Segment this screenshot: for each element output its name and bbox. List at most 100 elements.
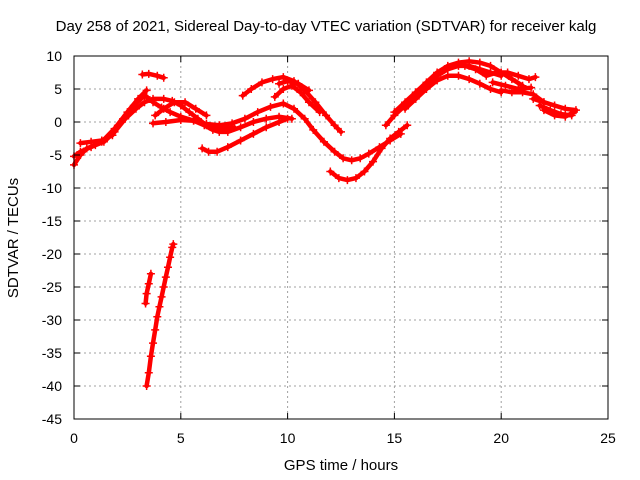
- data-point: [228, 119, 237, 128]
- data-point: [142, 289, 151, 298]
- data-point: [326, 167, 335, 176]
- series-arc-21: [539, 106, 578, 121]
- data-point: [386, 134, 395, 143]
- data-point: [294, 79, 303, 88]
- data-point: [240, 114, 249, 123]
- plot-frame: [73, 55, 609, 420]
- data-point: [296, 88, 305, 97]
- y-tick-label: -10: [42, 180, 62, 196]
- data-point: [475, 58, 484, 67]
- data-point: [262, 114, 271, 123]
- data-point: [146, 352, 155, 361]
- data-point: [356, 154, 365, 163]
- series-trace: [71, 88, 149, 159]
- data-point: [309, 125, 318, 134]
- series-arc-18: [497, 86, 548, 107]
- data-point: [518, 88, 527, 97]
- data-point: [142, 92, 151, 101]
- y-tick-label: -5: [50, 147, 63, 163]
- data-point: [411, 94, 420, 103]
- data-point: [129, 101, 138, 110]
- data-point: [454, 58, 463, 67]
- data-point: [97, 136, 106, 145]
- x-axis-label: GPS time / hours: [284, 457, 398, 474]
- series-arc-6: [151, 98, 211, 120]
- data-point: [270, 92, 279, 101]
- data-point: [236, 123, 245, 132]
- data-point: [208, 125, 217, 134]
- series-trace: [272, 83, 322, 115]
- data-point: [200, 121, 209, 130]
- data-point: [153, 312, 162, 321]
- data-point: [351, 174, 360, 183]
- data-point: [268, 75, 277, 84]
- data-point: [157, 292, 166, 301]
- x-tick-label: 25: [600, 430, 616, 446]
- x-tick-label: 10: [280, 430, 296, 446]
- data-point: [159, 104, 168, 113]
- data-point: [433, 68, 442, 77]
- y-tick-label: -45: [42, 411, 62, 427]
- data-point: [249, 118, 258, 126]
- series-arc-8: [198, 114, 292, 156]
- data-point: [146, 269, 155, 278]
- data-point: [141, 299, 150, 308]
- data-point: [369, 157, 378, 166]
- data-point: [176, 116, 185, 125]
- data-point: [401, 104, 410, 113]
- data-point: [390, 108, 399, 117]
- data-point: [279, 73, 288, 82]
- series-trace: [276, 78, 312, 93]
- data-point: [202, 111, 211, 120]
- data-point: [275, 79, 284, 88]
- data-point: [507, 88, 516, 97]
- data-point: [159, 283, 168, 291]
- series-arc-4: [138, 69, 168, 82]
- data-point: [153, 71, 162, 80]
- y-tick-label: -25: [42, 279, 62, 295]
- data-point: [319, 137, 328, 146]
- data-point: [213, 147, 222, 156]
- data-point: [155, 302, 164, 311]
- data-point: [119, 114, 128, 123]
- data-point: [149, 339, 158, 348]
- data-point: [149, 98, 158, 107]
- series-arc-2: [70, 86, 151, 161]
- x-tick-label: 15: [387, 430, 403, 446]
- data-point: [465, 57, 474, 66]
- data-point: [144, 368, 153, 377]
- data-point: [300, 114, 309, 123]
- y-axis-tick-labels: -45 -40 -35 -30 -25 -20 -15 -10 -5 0 5 10: [42, 48, 62, 427]
- y-axis-label: SDTVAR / TECUs: [5, 178, 22, 298]
- data-point: [181, 98, 190, 107]
- data-point: [185, 108, 194, 117]
- data-point: [454, 71, 463, 80]
- data-point: [144, 69, 153, 78]
- data-point: [257, 78, 266, 87]
- data-point: [191, 104, 200, 113]
- data-point: [482, 71, 491, 80]
- series-trace: [402, 73, 504, 112]
- data-point: [163, 263, 172, 272]
- series-trace: [328, 123, 410, 183]
- data-point: [334, 174, 343, 183]
- data-point: [76, 139, 85, 148]
- data-point: [488, 78, 497, 87]
- data-point: [247, 85, 256, 93]
- data-point: [266, 102, 275, 111]
- data-point: [151, 111, 160, 120]
- series-arc-17: [488, 78, 536, 93]
- data-point: [529, 94, 538, 103]
- series-arc-11: [275, 77, 313, 95]
- series-trace: [541, 107, 577, 119]
- data-point: [561, 112, 570, 121]
- data-point: [315, 108, 324, 117]
- data-point: [422, 85, 431, 93]
- data-point: [204, 147, 213, 156]
- data-point: [492, 68, 501, 77]
- series-arc-16: [460, 61, 540, 84]
- y-tick-label: -40: [42, 378, 62, 394]
- data-point: [486, 61, 495, 70]
- y-tick-label: 5: [54, 81, 62, 97]
